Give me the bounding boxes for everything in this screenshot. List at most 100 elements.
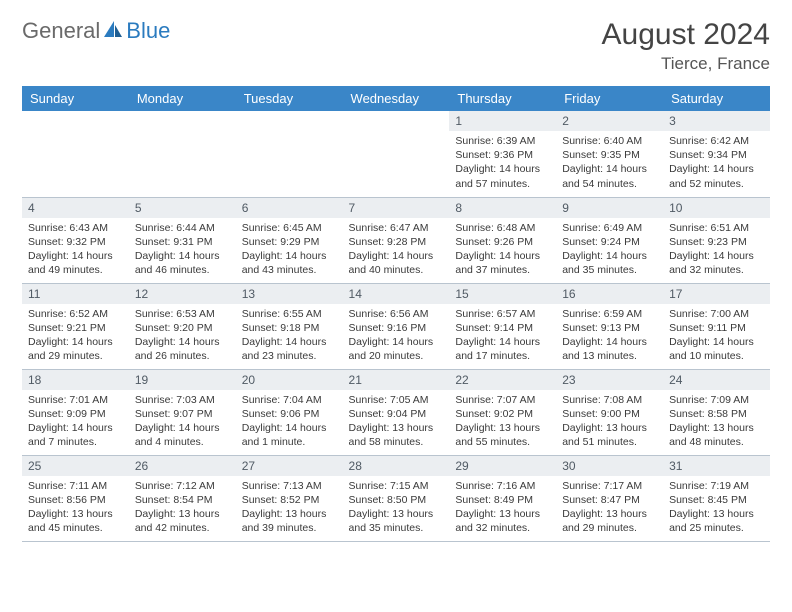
sunrise-text: Sunrise: 7:16 AM — [455, 479, 550, 493]
daylight-text: Daylight: 14 hours and 40 minutes. — [349, 249, 444, 277]
daylight-text: Daylight: 14 hours and 29 minutes. — [28, 335, 123, 363]
day-content: Sunrise: 6:47 AMSunset: 9:28 PMDaylight:… — [343, 218, 450, 282]
sunset-text: Sunset: 9:07 PM — [135, 407, 230, 421]
day-number: 9 — [556, 198, 663, 218]
day-content: Sunrise: 6:39 AMSunset: 9:36 PMDaylight:… — [449, 131, 556, 195]
calendar-day-cell: 24Sunrise: 7:09 AMSunset: 8:58 PMDayligh… — [663, 369, 770, 455]
weekday-header: Wednesday — [343, 86, 450, 111]
sunrise-text: Sunrise: 6:56 AM — [349, 307, 444, 321]
calendar-day-cell: 21Sunrise: 7:05 AMSunset: 9:04 PMDayligh… — [343, 369, 450, 455]
calendar-day-cell: 25Sunrise: 7:11 AMSunset: 8:56 PMDayligh… — [22, 455, 129, 541]
day-content: Sunrise: 7:16 AMSunset: 8:49 PMDaylight:… — [449, 476, 556, 540]
day-content: Sunrise: 6:55 AMSunset: 9:18 PMDaylight:… — [236, 304, 343, 368]
sunrise-text: Sunrise: 6:40 AM — [562, 134, 657, 148]
calendar-day-cell: 13Sunrise: 6:55 AMSunset: 9:18 PMDayligh… — [236, 283, 343, 369]
sunset-text: Sunset: 9:31 PM — [135, 235, 230, 249]
calendar-day-cell: 8Sunrise: 6:48 AMSunset: 9:26 PMDaylight… — [449, 197, 556, 283]
day-number: 20 — [236, 370, 343, 390]
daylight-text: Daylight: 14 hours and 17 minutes. — [455, 335, 550, 363]
daylight-text: Daylight: 13 hours and 51 minutes. — [562, 421, 657, 449]
calendar-day-cell: 23Sunrise: 7:08 AMSunset: 9:00 PMDayligh… — [556, 369, 663, 455]
sunrise-text: Sunrise: 7:05 AM — [349, 393, 444, 407]
sunset-text: Sunset: 8:45 PM — [669, 493, 764, 507]
sunset-text: Sunset: 8:47 PM — [562, 493, 657, 507]
sunrise-text: Sunrise: 7:01 AM — [28, 393, 123, 407]
day-content: Sunrise: 7:11 AMSunset: 8:56 PMDaylight:… — [22, 476, 129, 540]
calendar-day-cell: 3Sunrise: 6:42 AMSunset: 9:34 PMDaylight… — [663, 111, 770, 197]
calendar-day-cell: 18Sunrise: 7:01 AMSunset: 9:09 PMDayligh… — [22, 369, 129, 455]
weekday-header: Saturday — [663, 86, 770, 111]
day-content: Sunrise: 6:43 AMSunset: 9:32 PMDaylight:… — [22, 218, 129, 282]
sunset-text: Sunset: 8:49 PM — [455, 493, 550, 507]
sunrise-text: Sunrise: 6:44 AM — [135, 221, 230, 235]
weekday-header: Friday — [556, 86, 663, 111]
sunrise-text: Sunrise: 7:11 AM — [28, 479, 123, 493]
day-content: Sunrise: 7:07 AMSunset: 9:02 PMDaylight:… — [449, 390, 556, 454]
day-number: 13 — [236, 284, 343, 304]
sunset-text: Sunset: 9:18 PM — [242, 321, 337, 335]
sunset-text: Sunset: 9:21 PM — [28, 321, 123, 335]
logo-word2: Blue — [126, 18, 170, 44]
calendar-day-cell: 6Sunrise: 6:45 AMSunset: 9:29 PMDaylight… — [236, 197, 343, 283]
sunset-text: Sunset: 9:06 PM — [242, 407, 337, 421]
sunset-text: Sunset: 9:36 PM — [455, 148, 550, 162]
daylight-text: Daylight: 14 hours and 54 minutes. — [562, 162, 657, 190]
day-content: Sunrise: 7:09 AMSunset: 8:58 PMDaylight:… — [663, 390, 770, 454]
sunrise-text: Sunrise: 7:00 AM — [669, 307, 764, 321]
calendar-week-row: 1Sunrise: 6:39 AMSunset: 9:36 PMDaylight… — [22, 111, 770, 197]
calendar-empty-cell — [236, 111, 343, 197]
daylight-text: Daylight: 13 hours and 32 minutes. — [455, 507, 550, 535]
title-block: August 2024 Tierce, France — [602, 18, 770, 74]
daylight-text: Daylight: 14 hours and 10 minutes. — [669, 335, 764, 363]
calendar-week-row: 18Sunrise: 7:01 AMSunset: 9:09 PMDayligh… — [22, 369, 770, 455]
day-number: 14 — [343, 284, 450, 304]
day-content: Sunrise: 7:15 AMSunset: 8:50 PMDaylight:… — [343, 476, 450, 540]
daylight-text: Daylight: 14 hours and 37 minutes. — [455, 249, 550, 277]
day-content: Sunrise: 6:57 AMSunset: 9:14 PMDaylight:… — [449, 304, 556, 368]
sunset-text: Sunset: 9:20 PM — [135, 321, 230, 335]
calendar-day-cell: 9Sunrise: 6:49 AMSunset: 9:24 PMDaylight… — [556, 197, 663, 283]
day-number: 3 — [663, 111, 770, 131]
daylight-text: Daylight: 13 hours and 45 minutes. — [28, 507, 123, 535]
day-content: Sunrise: 6:59 AMSunset: 9:13 PMDaylight:… — [556, 304, 663, 368]
calendar-day-cell: 4Sunrise: 6:43 AMSunset: 9:32 PMDaylight… — [22, 197, 129, 283]
sunset-text: Sunset: 9:23 PM — [669, 235, 764, 249]
sunset-text: Sunset: 9:16 PM — [349, 321, 444, 335]
calendar-empty-cell — [22, 111, 129, 197]
calendar-head: SundayMondayTuesdayWednesdayThursdayFrid… — [22, 86, 770, 111]
daylight-text: Daylight: 14 hours and 46 minutes. — [135, 249, 230, 277]
calendar-day-cell: 15Sunrise: 6:57 AMSunset: 9:14 PMDayligh… — [449, 283, 556, 369]
daylight-text: Daylight: 13 hours and 48 minutes. — [669, 421, 764, 449]
calendar-week-row: 4Sunrise: 6:43 AMSunset: 9:32 PMDaylight… — [22, 197, 770, 283]
calendar-day-cell: 11Sunrise: 6:52 AMSunset: 9:21 PMDayligh… — [22, 283, 129, 369]
logo-word1: General — [22, 18, 100, 44]
day-content: Sunrise: 6:48 AMSunset: 9:26 PMDaylight:… — [449, 218, 556, 282]
sunset-text: Sunset: 8:52 PM — [242, 493, 337, 507]
sunrise-text: Sunrise: 7:07 AM — [455, 393, 550, 407]
calendar-day-cell: 14Sunrise: 6:56 AMSunset: 9:16 PMDayligh… — [343, 283, 450, 369]
day-number: 31 — [663, 456, 770, 476]
sunrise-text: Sunrise: 6:43 AM — [28, 221, 123, 235]
sunset-text: Sunset: 9:26 PM — [455, 235, 550, 249]
daylight-text: Daylight: 14 hours and 1 minute. — [242, 421, 337, 449]
day-number: 11 — [22, 284, 129, 304]
day-content: Sunrise: 7:12 AMSunset: 8:54 PMDaylight:… — [129, 476, 236, 540]
sunset-text: Sunset: 9:11 PM — [669, 321, 764, 335]
daylight-text: Daylight: 13 hours and 42 minutes. — [135, 507, 230, 535]
day-content: Sunrise: 6:49 AMSunset: 9:24 PMDaylight:… — [556, 218, 663, 282]
daylight-text: Daylight: 13 hours and 29 minutes. — [562, 507, 657, 535]
calendar-day-cell: 16Sunrise: 6:59 AMSunset: 9:13 PMDayligh… — [556, 283, 663, 369]
daylight-text: Daylight: 13 hours and 39 minutes. — [242, 507, 337, 535]
calendar-day-cell: 7Sunrise: 6:47 AMSunset: 9:28 PMDaylight… — [343, 197, 450, 283]
weekday-header: Sunday — [22, 86, 129, 111]
calendar-day-cell: 17Sunrise: 7:00 AMSunset: 9:11 PMDayligh… — [663, 283, 770, 369]
calendar-day-cell: 30Sunrise: 7:17 AMSunset: 8:47 PMDayligh… — [556, 455, 663, 541]
sunrise-text: Sunrise: 6:49 AM — [562, 221, 657, 235]
sunrise-text: Sunrise: 7:08 AM — [562, 393, 657, 407]
day-number: 5 — [129, 198, 236, 218]
daylight-text: Daylight: 14 hours and 52 minutes. — [669, 162, 764, 190]
day-number: 24 — [663, 370, 770, 390]
weekday-row: SundayMondayTuesdayWednesdayThursdayFrid… — [22, 86, 770, 111]
calendar-day-cell: 10Sunrise: 6:51 AMSunset: 9:23 PMDayligh… — [663, 197, 770, 283]
day-number: 18 — [22, 370, 129, 390]
